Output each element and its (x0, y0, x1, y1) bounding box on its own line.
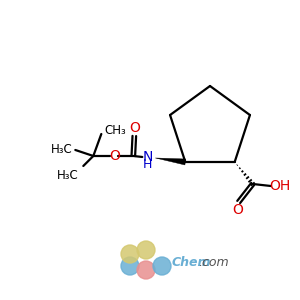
Text: O: O (109, 149, 120, 163)
Text: O: O (232, 203, 243, 217)
Text: H: H (142, 158, 152, 172)
Text: H₃C: H₃C (56, 169, 78, 182)
Text: N: N (142, 150, 152, 164)
Circle shape (137, 261, 155, 279)
Text: O: O (129, 121, 140, 135)
Text: Chem: Chem (172, 256, 211, 268)
Text: H₃C: H₃C (50, 143, 72, 157)
Circle shape (121, 257, 139, 275)
Circle shape (121, 245, 139, 263)
Text: CH₃: CH₃ (104, 124, 126, 137)
Circle shape (137, 241, 155, 259)
Polygon shape (155, 158, 186, 165)
Text: OH: OH (269, 179, 290, 193)
Text: .com: .com (198, 256, 229, 268)
Circle shape (153, 257, 171, 275)
